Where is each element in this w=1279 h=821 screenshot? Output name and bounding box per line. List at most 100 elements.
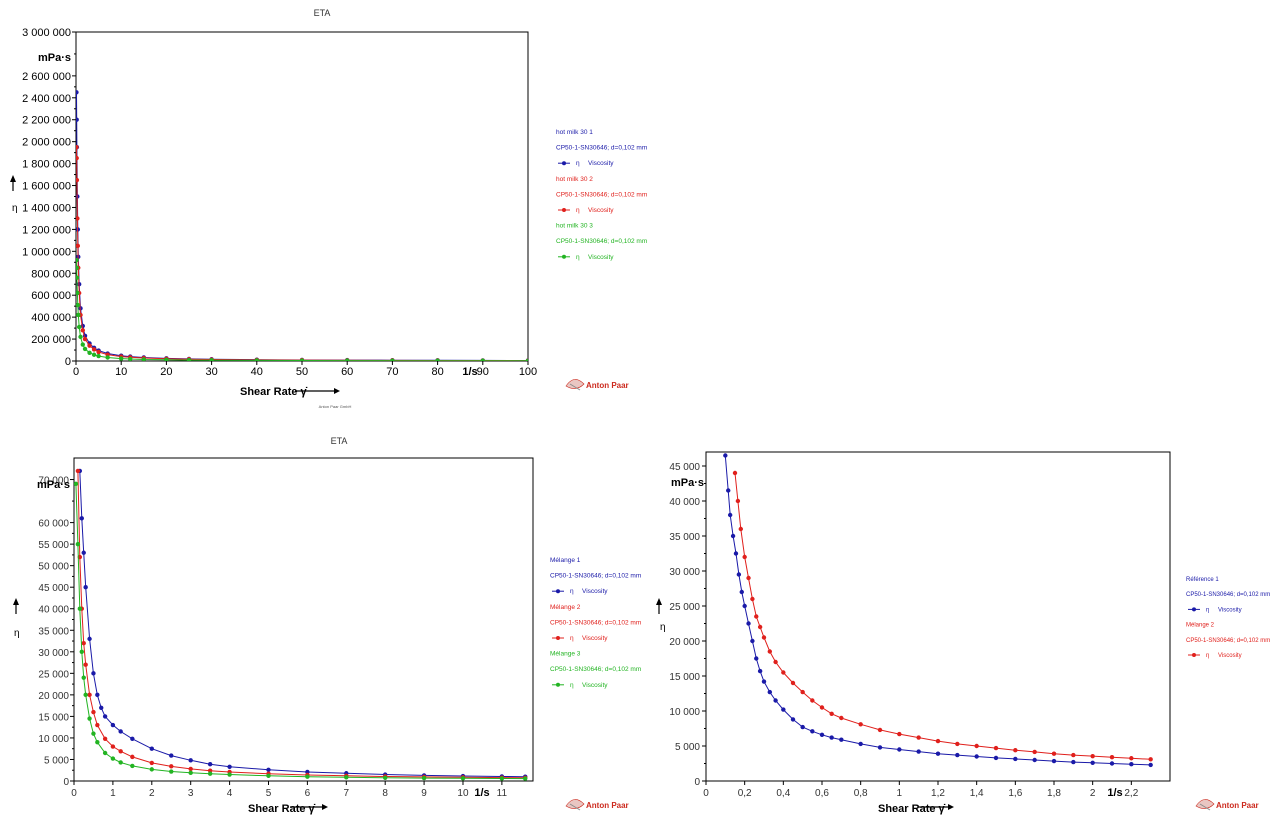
data-point xyxy=(102,714,108,719)
data-point xyxy=(750,638,755,644)
data-point xyxy=(974,754,979,759)
data-point xyxy=(732,470,738,476)
x-tick-label: 0 xyxy=(73,366,79,378)
x-tick-label: 10 xyxy=(115,366,127,378)
data-point xyxy=(829,711,834,716)
chart-title: ETA xyxy=(314,8,331,18)
x-unit-label: 1/s xyxy=(1107,787,1122,799)
data-point xyxy=(96,349,101,355)
data-point xyxy=(79,649,84,654)
data-point xyxy=(730,533,736,539)
data-point xyxy=(781,707,786,712)
data-point xyxy=(82,346,88,352)
data-point xyxy=(993,755,999,761)
logo-mark xyxy=(565,379,585,389)
data-point xyxy=(839,715,844,721)
legend-symbol: η xyxy=(570,635,574,642)
logo-text: Anton Paar xyxy=(1216,801,1259,810)
y-unit-label: mPa·s xyxy=(38,52,71,64)
chart-panel-melanges: ETA 0 5 000 10 000 15 000 20 000 25 000 30 000 3… xyxy=(0,432,650,816)
series-line xyxy=(76,147,528,361)
data-point xyxy=(916,749,921,754)
data-point xyxy=(761,679,767,684)
legend-series-name: Référence 1 xyxy=(1186,577,1219,583)
data-point xyxy=(790,680,796,686)
series-line xyxy=(734,472,1151,760)
y-tick-label: 0 xyxy=(63,777,69,788)
x-tick-label: 3 xyxy=(188,788,194,799)
x-axis-arrow-head xyxy=(948,804,954,810)
data-point xyxy=(130,754,135,760)
data-point xyxy=(91,347,97,352)
data-point xyxy=(119,356,124,361)
x-tick-label: 2 xyxy=(149,788,155,799)
data-point xyxy=(82,336,88,342)
data-point xyxy=(80,342,85,347)
data-point xyxy=(76,90,79,95)
data-point xyxy=(1090,760,1095,765)
data-point xyxy=(79,516,84,521)
y-tick-label: 1 400 000 xyxy=(22,202,71,214)
y-tick-label: 5 000 xyxy=(675,742,700,753)
legend-param: Viscosity xyxy=(582,682,608,689)
data-point xyxy=(1013,756,1018,762)
y-axis-label: η xyxy=(660,622,666,633)
y-tick-label: 800 000 xyxy=(31,268,71,280)
y-axis-label: η xyxy=(14,628,20,639)
x-tick-label: 7 xyxy=(344,788,350,799)
data-point xyxy=(344,775,349,780)
data-point xyxy=(735,498,741,504)
y-axis-arrow-head xyxy=(10,175,16,182)
data-point xyxy=(1071,759,1076,765)
data-point xyxy=(76,324,82,330)
data-point xyxy=(757,668,763,674)
y-axis-label: η xyxy=(12,203,18,214)
data-point xyxy=(499,776,505,781)
y-tick-label: 1 000 000 xyxy=(22,246,71,258)
legend-geometry: CP50-1-SN30646; d=0,102 mm xyxy=(550,573,641,580)
data-point xyxy=(746,621,751,626)
data-point xyxy=(81,675,86,680)
x-axis-label: Shear Rate γ̇ xyxy=(878,803,946,815)
data-point xyxy=(757,624,763,630)
y-axis-arrow-head xyxy=(656,598,662,605)
x-tick-label: 9 xyxy=(421,788,427,799)
data-point xyxy=(819,732,825,737)
logo-stroke xyxy=(569,383,581,391)
data-point xyxy=(858,741,863,747)
y-tick-label: 50 000 xyxy=(38,562,69,573)
x-tick-label: 1,8 xyxy=(1047,788,1061,799)
data-point xyxy=(164,357,169,361)
x-tick-label: 10 xyxy=(457,788,469,799)
y-unit-label: mPa·s xyxy=(37,479,70,491)
data-point xyxy=(76,290,80,296)
data-point xyxy=(1032,749,1037,755)
legend-param: Viscosity xyxy=(588,160,614,167)
x-tick-label: 2,2 xyxy=(1124,788,1138,799)
chart-panel-hot-milk: ETA Anton Paar GmbH 0 200 000 400 000 600 000… xyxy=(0,0,680,420)
legend-marker-dot xyxy=(1192,607,1196,612)
data-point xyxy=(955,752,960,758)
legend-param: Viscosity xyxy=(582,588,608,595)
data-point xyxy=(935,738,941,744)
x-axis-arrow-head xyxy=(334,388,340,394)
data-point xyxy=(110,722,116,728)
legend-geometry: CP50-1-SN30646; d=0,102 mm xyxy=(550,666,641,673)
data-point xyxy=(149,760,154,766)
data-point xyxy=(726,488,731,493)
data-point xyxy=(727,512,733,518)
data-point xyxy=(169,769,174,774)
series-2 xyxy=(75,468,528,780)
series-3 xyxy=(76,257,528,361)
data-point xyxy=(877,727,883,733)
data-point xyxy=(95,722,100,728)
series-1 xyxy=(77,468,528,779)
y-tick-label: 600 000 xyxy=(31,290,71,302)
x-tick-label: 80 xyxy=(431,366,443,378)
data-point xyxy=(76,216,80,221)
legend-marker-dot xyxy=(556,589,560,594)
chart-1-svg: ETA Anton Paar GmbH 0 200 000 400 000 600 000… xyxy=(10,8,647,409)
y-tick-label: 45 000 xyxy=(669,462,700,473)
data-point xyxy=(207,762,213,767)
anton-paar-logo: Anton Paar xyxy=(565,379,629,391)
